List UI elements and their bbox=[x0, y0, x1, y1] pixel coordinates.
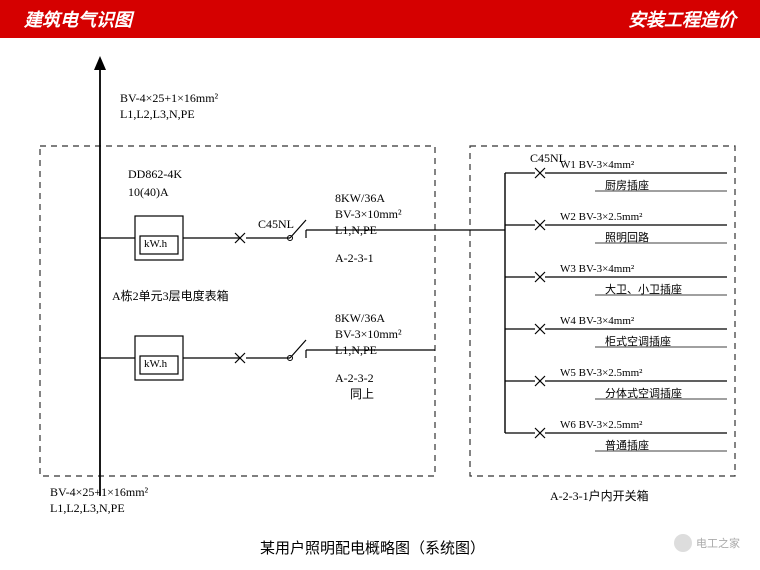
feeder1-cable: BV-3×10mm² bbox=[335, 206, 402, 223]
meter-box-label: A栋2单元3层电度表箱 bbox=[112, 288, 229, 305]
feeder2-load: 8KW/36A bbox=[335, 310, 385, 327]
panel-label: A-2-3-1户内开关箱 bbox=[550, 488, 649, 505]
circuit-W2-spec: W2 BV-3×2.5mm² bbox=[560, 211, 642, 223]
feeder2-note: 同上 bbox=[350, 386, 374, 403]
diagram-title: 某用户照明配电概略图（系统图） bbox=[260, 537, 485, 558]
feeder1-id: A-2-3-1 bbox=[335, 250, 374, 267]
feeder1-phases: L1,N,PE bbox=[335, 222, 377, 239]
watermark-text: 电工之家 bbox=[696, 535, 740, 551]
circuit-W5-spec: W5 BV-3×2.5mm² bbox=[560, 367, 642, 379]
wechat-icon bbox=[674, 534, 692, 552]
meter-unit: kW.h bbox=[144, 358, 167, 370]
circuit-W3-desc: 大卫、小卫插座 bbox=[605, 281, 682, 297]
feeder2-cable: BV-3×10mm² bbox=[335, 326, 402, 343]
incoming-cable-spec: BV-4×25+1×16mm² bbox=[120, 90, 218, 107]
circuit-W1-spec: W1 BV-3×4mm² bbox=[560, 159, 634, 171]
feeder1-load: 8KW/36A bbox=[335, 190, 385, 207]
header-left: 建筑电气识图 bbox=[24, 6, 132, 32]
feeder2-id: A-2-3-2 bbox=[335, 370, 374, 387]
header-right: 安装工程造价 bbox=[628, 6, 736, 32]
meter-unit: kW.h bbox=[144, 238, 167, 250]
circuit-W1-desc: 厨房插座 bbox=[605, 177, 649, 193]
circuit-W4-desc: 柜式空调插座 bbox=[605, 333, 671, 349]
meter-rating: 10(40)A bbox=[128, 184, 169, 201]
header-bar: 建筑电气识图 安装工程造价 bbox=[0, 0, 760, 38]
circuit-W6-spec: W6 BV-3×2.5mm² bbox=[560, 419, 642, 431]
circuit-W4-spec: W4 BV-3×4mm² bbox=[560, 315, 634, 327]
incoming-phases: L1,L2,L3,N,PE bbox=[120, 106, 195, 123]
watermark: 电工之家 bbox=[674, 534, 740, 552]
meter-model: DD862-4K bbox=[128, 166, 182, 183]
circuit-W6-desc: 普通插座 bbox=[605, 437, 649, 453]
outgoing-phases: L1,L2,L3,N,PE bbox=[50, 500, 125, 517]
outgoing-cable-spec: BV-4×25+1×16mm² bbox=[50, 484, 148, 501]
circuit-W3-spec: W3 BV-3×4mm² bbox=[560, 263, 634, 275]
circuit-W5-desc: 分体式空调插座 bbox=[605, 385, 682, 401]
circuit-W2-desc: 照明回路 bbox=[605, 229, 649, 245]
breaker-model-left: C45NL bbox=[258, 216, 294, 233]
feeder2-phases: L1,N,PE bbox=[335, 342, 377, 359]
